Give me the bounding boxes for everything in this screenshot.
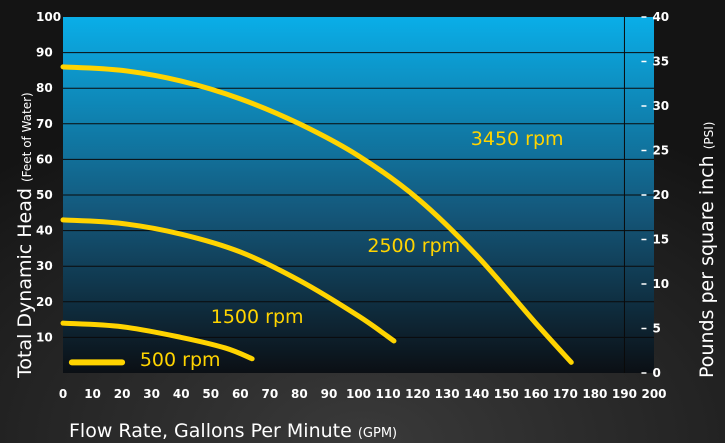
curve-labels: 3450 rpm 2500 rpm 1500 rpm 500 rpm	[140, 128, 564, 371]
y-axis-ticks: 100 90 80 70 60 50 40 30 20 10	[36, 10, 61, 344]
x-tick-label: 30	[143, 387, 160, 401]
x-axis-title: Flow Rate, Gallons Per Minute (GPM)	[69, 420, 397, 442]
x-tick-label: 170	[553, 387, 578, 401]
y2-tick-label: 40	[652, 10, 669, 24]
series-line-3450-rpm	[60, 64, 574, 365]
y2-axis-ticks: 40 35 30 25 20 15 10 5 0	[641, 10, 669, 380]
y2-axis-title: Pounds per square inch (PSI)	[696, 122, 718, 378]
series-line-1500-rpm	[60, 320, 255, 362]
x-tick-label: 50	[202, 387, 219, 401]
y2-tick-label: 15	[652, 233, 669, 247]
y2-tick-label: 20	[652, 188, 669, 202]
y-tick-label: 10	[36, 330, 53, 344]
x-tick-label: 130	[435, 387, 460, 401]
x-tick-label: 120	[405, 387, 430, 401]
y-axis-title: Total Dynamic Head (Feet of Water)	[14, 92, 36, 379]
y-tick-label: 30	[36, 259, 53, 273]
x-tick-label: 190	[612, 387, 637, 401]
x-tick-label: 110	[376, 387, 401, 401]
series-label: 500 rpm	[140, 349, 221, 371]
y-tick-label: 40	[36, 224, 53, 238]
x-tick-label: 20	[114, 387, 131, 401]
x-tick-label: 40	[173, 387, 190, 401]
y-tick-label: 90	[36, 46, 53, 60]
y-tick-label: 80	[36, 81, 53, 95]
y2-tick-label: 30	[652, 99, 669, 113]
x-tick-label: 140	[464, 387, 489, 401]
y-tick-label: 100	[36, 10, 61, 24]
y-tick-label: 50	[36, 188, 53, 202]
y-tick-label: 20	[36, 295, 53, 309]
x-tick-label: 0	[59, 387, 67, 401]
y2-tick-label: 0	[652, 366, 660, 380]
series-label: 2500 rpm	[367, 235, 460, 257]
x-tick-label: 200	[641, 387, 666, 401]
series-label: 3450 rpm	[471, 128, 564, 150]
x-axis-ticks: 0 10 20 30 40 50 60 70 80 90 100 110 120 130 140 150 160…	[59, 387, 667, 401]
y2-tick-label: 35	[652, 55, 669, 69]
series-label: 1500 rpm	[211, 306, 304, 328]
y2-tick-label: 25	[652, 144, 669, 158]
x-tick-label: 80	[291, 387, 308, 401]
x-tick-label: 90	[321, 387, 338, 401]
y2-tick-label: 10	[652, 277, 669, 291]
curves	[60, 64, 574, 366]
x-tick-label: 70	[261, 387, 278, 401]
series-line-2500-rpm	[60, 217, 397, 344]
y2-tick-label: 5	[652, 322, 660, 336]
x-tick-label: 150	[494, 387, 519, 401]
y-tick-label: 60	[36, 152, 53, 166]
x-tick-label: 180	[582, 387, 607, 401]
y-tick-label: 70	[36, 117, 53, 131]
x-tick-label: 10	[84, 387, 101, 401]
x-tick-label: 100	[346, 387, 371, 401]
x-tick-label: 160	[523, 387, 548, 401]
x-tick-label: 60	[232, 387, 249, 401]
